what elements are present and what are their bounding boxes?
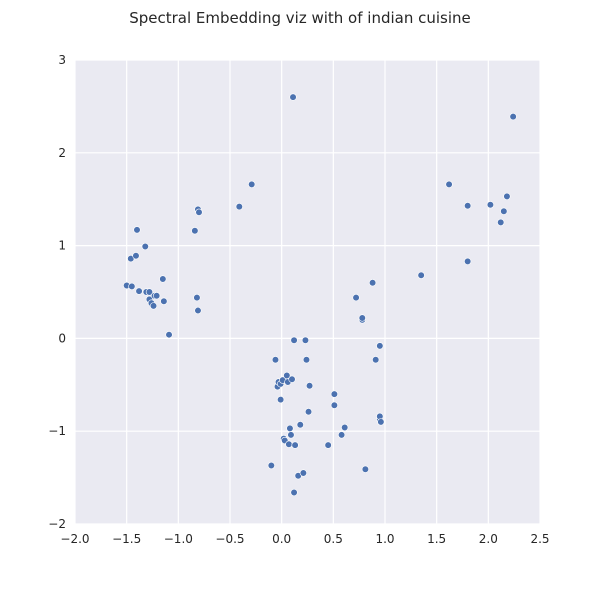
data-point xyxy=(464,257,472,265)
data-point xyxy=(330,390,338,398)
x-tick-label: 0.5 xyxy=(324,532,343,546)
data-point xyxy=(271,356,280,364)
data-point xyxy=(299,469,307,477)
data-point xyxy=(128,282,136,291)
data-point xyxy=(195,208,203,216)
data-point xyxy=(159,275,167,283)
data-point xyxy=(235,203,243,211)
data-point xyxy=(290,336,298,344)
data-point xyxy=(285,440,293,448)
data-point xyxy=(509,113,517,121)
y-tick-label: −1 xyxy=(48,424,66,438)
x-tick-label: 1.0 xyxy=(375,532,394,546)
data-point xyxy=(302,356,311,364)
x-tick-label: −2.0 xyxy=(60,532,89,546)
data-point xyxy=(358,314,366,322)
data-points xyxy=(123,93,517,497)
data-point xyxy=(288,375,296,383)
data-point xyxy=(369,279,377,287)
data-point xyxy=(372,356,380,364)
x-tick-label: 2.0 xyxy=(479,532,498,546)
data-point xyxy=(194,306,202,315)
y-tick-label: 2 xyxy=(58,146,66,160)
x-tick-label: −1.0 xyxy=(164,532,193,546)
data-point xyxy=(304,408,313,416)
data-point xyxy=(277,396,285,404)
x-tick-label: −1.5 xyxy=(112,532,141,546)
data-point xyxy=(361,465,369,473)
y-axis-ticks: −2 −1 0 1 2 3 xyxy=(48,53,66,531)
data-point xyxy=(267,461,275,470)
y-tick-label: 0 xyxy=(58,331,66,345)
data-point xyxy=(133,226,141,234)
x-tick-label: 0.0 xyxy=(272,532,291,546)
x-tick-label: −0.5 xyxy=(215,532,244,546)
data-point xyxy=(324,441,332,449)
data-point xyxy=(191,227,199,235)
data-point xyxy=(248,180,256,188)
data-point xyxy=(445,180,453,188)
data-point xyxy=(132,252,140,260)
data-point xyxy=(296,421,304,429)
data-point xyxy=(500,207,508,215)
data-point xyxy=(141,242,149,251)
data-point xyxy=(301,336,310,344)
y-tick-label: 1 xyxy=(58,239,66,253)
data-point xyxy=(153,292,161,300)
data-point xyxy=(149,302,158,310)
data-point xyxy=(341,423,349,432)
data-point xyxy=(330,401,338,409)
data-point xyxy=(338,431,346,439)
data-point xyxy=(290,488,298,497)
data-point xyxy=(193,293,201,302)
data-point xyxy=(165,331,173,339)
data-point xyxy=(289,93,297,101)
x-axis-ticks: −2.0 −1.5 −1.0 −0.5 0.0 0.5 1.0 1.5 2.0 2.5 xyxy=(60,532,549,546)
data-point xyxy=(305,382,314,390)
data-point xyxy=(497,218,505,226)
data-point xyxy=(287,431,295,439)
data-point xyxy=(486,201,495,209)
x-tick-label: 1.5 xyxy=(427,532,446,546)
data-point xyxy=(503,192,511,201)
grid-lines xyxy=(74,59,541,525)
data-point xyxy=(160,297,168,305)
data-point xyxy=(417,271,425,279)
data-point xyxy=(145,288,153,296)
chart-title: Spectral Embedding viz with of indian cu… xyxy=(129,9,471,27)
data-point xyxy=(286,424,294,433)
data-point xyxy=(464,202,472,210)
data-point xyxy=(352,293,360,302)
data-point xyxy=(376,342,384,350)
x-tick-label: 2.5 xyxy=(530,532,549,546)
data-point xyxy=(291,441,299,449)
data-point xyxy=(377,418,385,426)
data-point xyxy=(135,287,143,295)
y-tick-label: 3 xyxy=(58,53,66,67)
y-tick-label: −2 xyxy=(48,517,66,531)
